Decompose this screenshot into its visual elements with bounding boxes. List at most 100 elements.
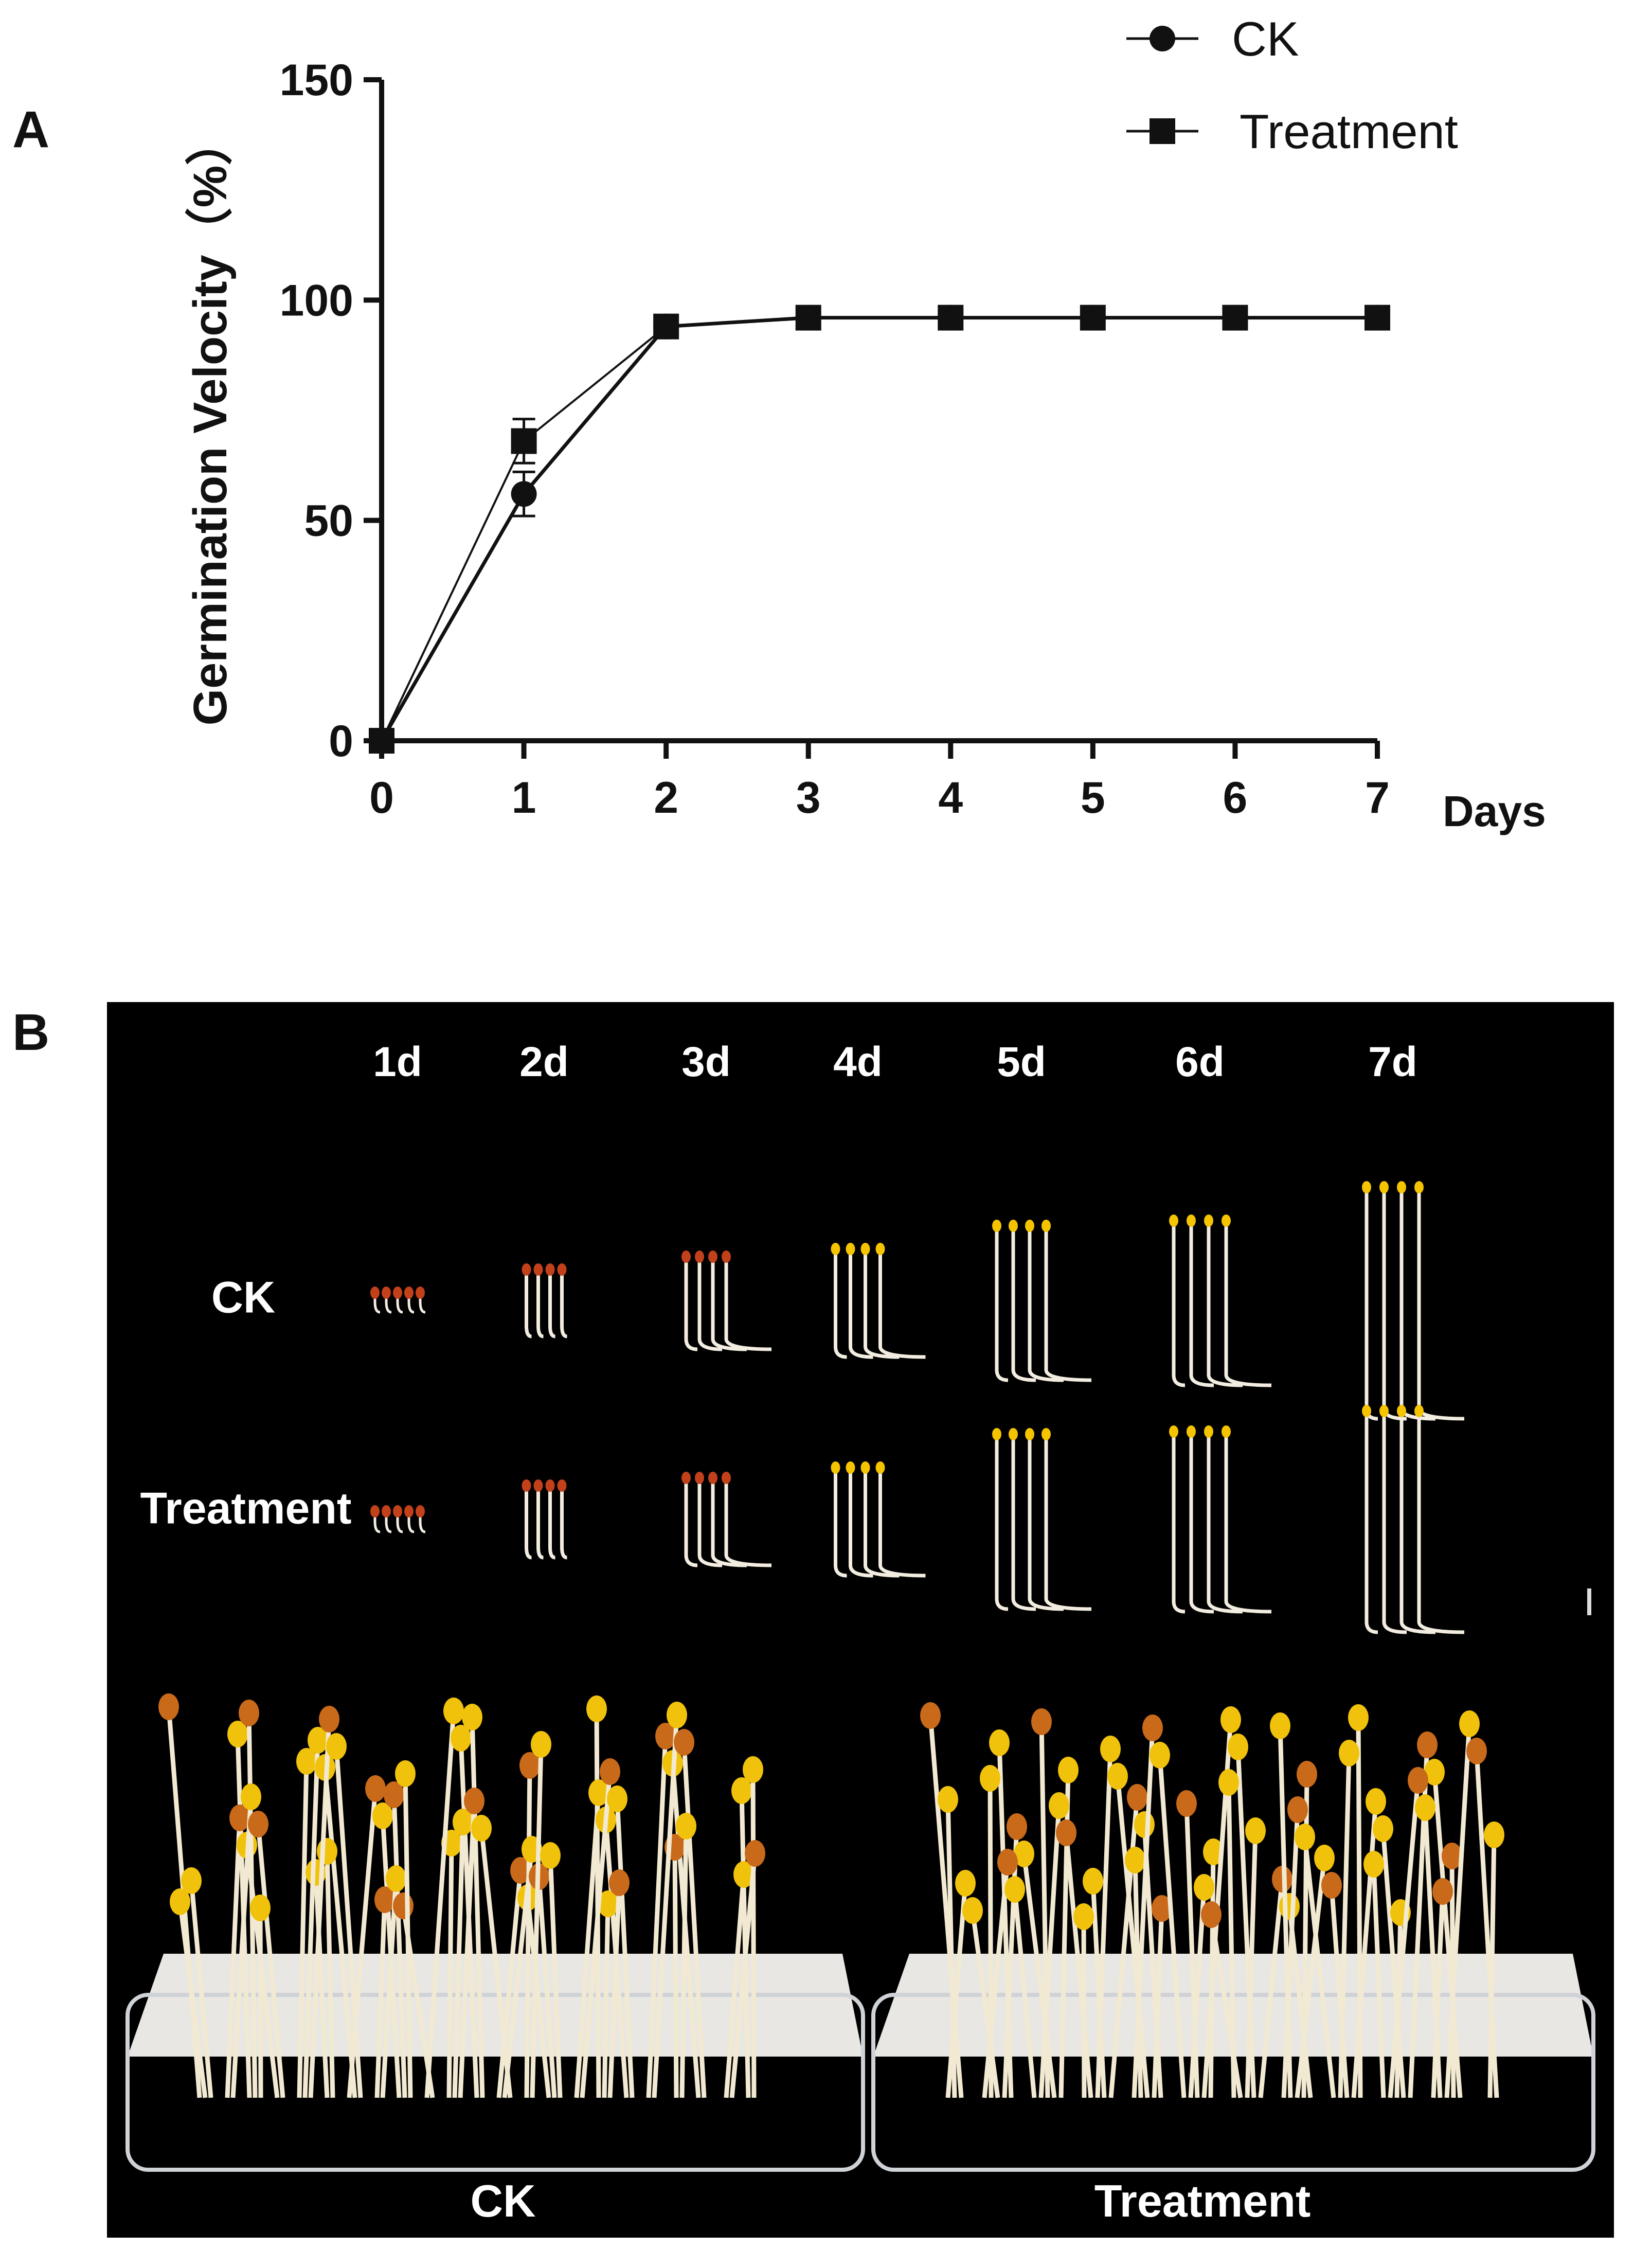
seedling-cotyledon: [1414, 1181, 1424, 1193]
tray-seedling-leaf: [1049, 1792, 1069, 1819]
seedling-stem: [373, 1293, 381, 1314]
seedling-cotyledon: [1025, 1428, 1034, 1440]
data-point: [653, 313, 679, 340]
legend-label: Treatment: [1240, 104, 1458, 158]
tray-seedling-leaf: [920, 1702, 941, 1729]
seedling-cotyledon: [416, 1287, 425, 1299]
seedling-cotyledon: [708, 1472, 717, 1484]
tray-seedling-leaf: [248, 1811, 268, 1837]
tray-seedling-leaf: [1442, 1843, 1462, 1869]
tray-seedling-stem: [536, 1876, 557, 2098]
tray-seedling-stem: [225, 1817, 242, 2098]
tray-seedling-leaf: [655, 1723, 676, 1749]
tray-seedling-leaf: [1408, 1767, 1428, 1794]
tray-seedling-leaf: [181, 1867, 202, 1894]
tray-seedling-stem: [1431, 1891, 1445, 2098]
seedling-stem: [1011, 1226, 1036, 1382]
seedling-cotyledon: [860, 1461, 870, 1474]
tray-seedling-stem: [322, 1767, 357, 2098]
seedling-stem: [396, 1511, 403, 1533]
tray-seedling-stem: [982, 1862, 1010, 2098]
tray-seedling-stem: [1388, 1780, 1421, 2098]
tray-seedling-stem: [729, 1853, 758, 2098]
tray-seedling-leaf: [308, 1727, 328, 1754]
tray-seedling-leaf: [1228, 1734, 1248, 1760]
tray-seedling-stem: [724, 1874, 746, 2098]
tray-seedling-stem: [1356, 1717, 1363, 2098]
seedling-cotyledon: [875, 1243, 885, 1255]
seedling-grid-image: [370, 1181, 1465, 1634]
seedling-cotyledon: [831, 1461, 840, 1474]
tray-seedling-stem: [1423, 1807, 1443, 2098]
tray-seedling-stem: [403, 1773, 413, 2098]
tray-seedling-leaf: [239, 1700, 259, 1726]
tray-seedling-leaf: [1415, 1794, 1435, 1821]
tray-seedling-stem: [1487, 1834, 1497, 2098]
data-point: [795, 305, 821, 331]
tray-seedling-leaf: [1366, 1788, 1386, 1815]
tray-seedling-stem: [646, 1736, 668, 2098]
seedling-stem: [396, 1293, 403, 1314]
tray-seedling-stem: [970, 1910, 1000, 2098]
tray-seedling-leaf: [1058, 1757, 1079, 1783]
tray-seedling-leaf: [229, 1805, 250, 1831]
tray-seedling-leaf: [997, 1849, 1018, 1876]
tray-seedling-leaf: [745, 1840, 765, 1867]
tray-seedling-leaf: [962, 1897, 983, 1924]
tray-seedling-leaf: [1150, 1742, 1170, 1769]
tray-seedling-stem: [574, 1792, 601, 2098]
seedling-cotyledon: [1379, 1405, 1389, 1417]
seedling-stem: [1417, 1411, 1465, 1634]
tray-seedling-leaf: [938, 1786, 958, 1813]
x-tick-label: 5: [1081, 773, 1105, 823]
seedling-stem: [525, 1486, 532, 1560]
tray-seedling-leaf: [1031, 1708, 1052, 1735]
tray-seedling-leaf: [1194, 1874, 1214, 1901]
seedling-group: [681, 1251, 772, 1351]
seedling-stem: [1028, 1226, 1064, 1382]
seedling-cotyledon: [1414, 1405, 1424, 1417]
seedling-stem: [536, 1486, 544, 1560]
tray-seedling-leaf: [1152, 1895, 1172, 1922]
seedling-group: [681, 1472, 772, 1567]
tray-seedling-leaf: [241, 1783, 261, 1810]
seedling-cotyledon: [545, 1479, 555, 1492]
seed-tray-photo: [125, 1693, 1595, 2172]
tray-seedling-leaf: [1432, 1878, 1453, 1905]
tray-seedling-stem: [458, 1800, 477, 2098]
seedling-stem: [1364, 1187, 1378, 1421]
tray-seedling-leaf: [384, 1781, 404, 1808]
tray-seedling-stem: [313, 1872, 330, 2098]
row-label-treatment: Treatment: [140, 1484, 352, 1533]
tray-seedling-leaf: [326, 1733, 347, 1760]
seedling-cotyledon: [1362, 1405, 1371, 1417]
seedling-cotyledon: [992, 1428, 1001, 1440]
tray-seedling-leaf: [1424, 1759, 1445, 1785]
tray-seedling-leaf: [540, 1842, 561, 1869]
tray-seedling-stem: [1064, 1832, 1093, 2098]
x-tick-label: 6: [1223, 773, 1248, 823]
seedling-stem: [1044, 1434, 1092, 1611]
seedling-stem: [1189, 1432, 1214, 1614]
data-point: [1364, 305, 1390, 331]
tray-seedling-leaf: [451, 1725, 471, 1752]
seedling-stem: [560, 1486, 567, 1560]
data-point: [511, 428, 537, 454]
tray-seedling-leaf: [1363, 1851, 1384, 1878]
seedling-stem: [1224, 1432, 1272, 1614]
seedling-stem: [864, 1249, 900, 1359]
tray-seedling-leaf: [1339, 1740, 1359, 1766]
tray-seedling-stem: [1351, 1801, 1378, 2098]
series-line-ck: [380, 316, 1377, 742]
tray-seedling-leaf: [955, 1870, 976, 1897]
tray-seedling-stem: [470, 1717, 485, 2098]
tray-seedling-stem: [1038, 1805, 1062, 2098]
tray-seedling-leaf: [667, 1702, 687, 1728]
tray-seedling-stem: [1095, 1748, 1113, 2098]
tray-seedling-stem: [446, 1843, 454, 2098]
seedling-stem: [1207, 1221, 1243, 1387]
seedling-cotyledon: [846, 1243, 855, 1255]
chart-legend: CK Treatment: [1126, 12, 1458, 158]
tray-seedling-leaf: [1134, 1811, 1155, 1838]
seedling-cotyledon: [382, 1505, 391, 1517]
